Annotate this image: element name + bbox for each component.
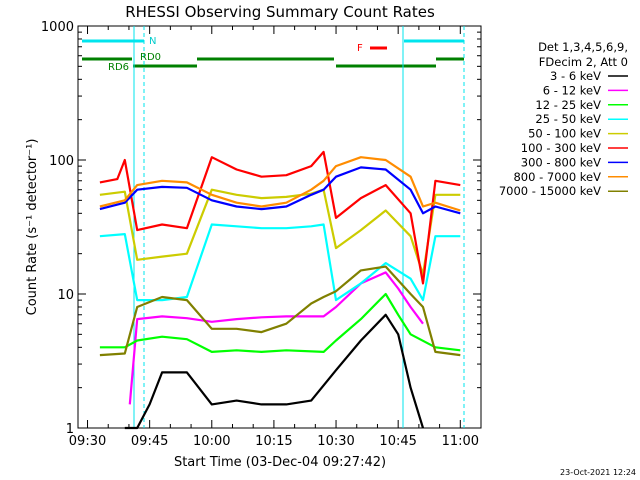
legend-label: 50 - 100 keV: [528, 127, 601, 141]
y-tick-label: 1000: [41, 20, 74, 35]
legend-header-line-1: Det 1,3,4,5,6,9,: [538, 40, 628, 54]
legend-label: 100 - 300 keV: [521, 141, 601, 155]
x-tick-label: 10:30: [317, 434, 354, 449]
series-line: [99, 265, 461, 357]
chart-title: RHESSI Observing Summary Count Rates: [125, 3, 435, 21]
legend: Det 1,3,4,5,6,9, FDecim 2, Att 0 3 - 6 k…: [499, 40, 628, 198]
x-tick-label: 11:00: [442, 434, 479, 449]
plot-frame: [77, 25, 482, 429]
legend-label: 300 - 800 keV: [521, 155, 601, 169]
series-line: [99, 156, 461, 212]
y-axis-label: Count Rate (s⁻¹ detector⁻¹): [25, 139, 40, 316]
series-line: [99, 150, 461, 285]
series-line: [99, 292, 461, 353]
x-tick-label: 10:00: [193, 434, 230, 449]
legend-header-line-2: FDecim 2, Att 0: [539, 55, 628, 69]
series-line: [128, 271, 424, 405]
y-tick-label: 10: [57, 288, 74, 303]
legend-label: 12 - 25 keV: [535, 98, 601, 112]
legend-label: 7000 - 15000 keV: [499, 184, 601, 198]
annotation-rd6: RD6: [108, 62, 129, 73]
x-axis-label: Start Time (03-Dec-04 09:27:42): [174, 455, 386, 470]
x-tick-label: 10:15: [255, 434, 292, 449]
legend-label: 3 - 6 keV: [550, 69, 601, 83]
legend-label: 800 - 7000 keV: [513, 170, 601, 184]
series-line: [99, 166, 461, 215]
series-line: [124, 313, 425, 430]
x-tick-label: 10:45: [379, 434, 416, 449]
plot-area: [77, 25, 482, 429]
annotation-f: F: [357, 43, 363, 54]
x-tick-label: 09:30: [69, 434, 106, 449]
series-line: [99, 223, 461, 302]
legend-label: 6 - 12 keV: [543, 83, 601, 97]
timestamp: 23-Oct-2021 12:24: [560, 468, 636, 477]
y-tick-label: 1: [66, 422, 74, 437]
annotation-n: N: [149, 36, 156, 47]
series-layer: [99, 150, 461, 430]
annotation-rd0: RD0: [140, 52, 161, 63]
legend-label: 25 - 50 keV: [535, 112, 601, 126]
axis-layer: 09:30 09:45 10:00 10:15 10:30 10:45 11:00 1 10 10…: [41, 20, 481, 449]
y-tick-label: 100: [49, 154, 74, 169]
x-tick-label: 09:45: [131, 434, 168, 449]
